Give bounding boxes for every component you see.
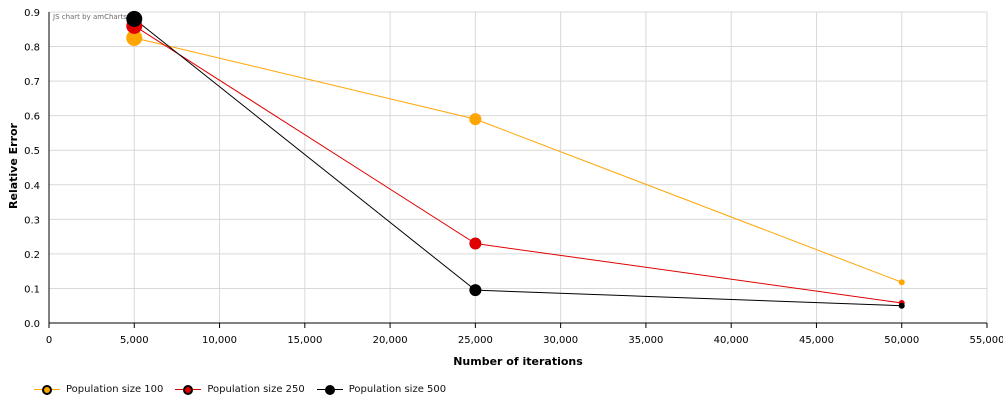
- legend-item[interactable]: Population size 100: [34, 384, 163, 395]
- x-tick-label: 40,000: [714, 335, 749, 346]
- legend-item[interactable]: Population size 250: [175, 384, 305, 395]
- y-tick-label: 0.1: [24, 284, 40, 295]
- x-tick-label: 45,000: [799, 335, 834, 346]
- series-layer: [126, 10, 905, 309]
- x-tick-label: 10,000: [202, 335, 237, 346]
- y-tick-label: 0.0: [24, 319, 40, 330]
- data-point: [469, 237, 482, 250]
- data-point: [898, 279, 905, 286]
- data-point: [126, 29, 143, 46]
- x-tick-label: 0: [46, 335, 52, 346]
- y-tick-label: 0.4: [24, 181, 40, 192]
- x-tick-label: 20,000: [373, 335, 408, 346]
- series-line: [134, 37, 902, 283]
- y-tick-label: 0.2: [24, 250, 40, 261]
- x-tick-label: 35,000: [628, 335, 663, 346]
- y-tick-label: 0.9: [24, 8, 40, 19]
- legend-item[interactable]: Population size 500: [316, 384, 447, 395]
- x-tick-label: 50,000: [884, 335, 919, 346]
- chart-credit[interactable]: JS chart by amCharts: [53, 13, 127, 21]
- data-point: [126, 10, 143, 27]
- series-line: [134, 25, 902, 304]
- legend-label: Population size 100: [66, 384, 164, 395]
- x-tick-label: 15,000: [287, 335, 322, 346]
- legend-marker-icon: [316, 384, 343, 395]
- x-tick-label: 25,000: [458, 335, 493, 346]
- legend-marker-icon: [175, 384, 202, 395]
- x-tick-label: 30,000: [543, 335, 578, 346]
- x-axis-label: Number of iterations: [453, 355, 583, 368]
- data-point: [469, 284, 482, 297]
- grid-lines: [48, 11, 988, 324]
- y-axis-label: Relative Error: [7, 122, 20, 209]
- legend: Population size 100 Population size 250 Po…: [34, 384, 458, 395]
- y-tick-label: 0.5: [24, 146, 40, 157]
- legend-label: Population size 500: [348, 384, 447, 395]
- data-point: [898, 302, 905, 309]
- y-tick-label: 0.8: [24, 43, 40, 54]
- series-line: [133, 18, 902, 307]
- data-point: [469, 113, 482, 126]
- y-tick-label: 0.6: [24, 112, 40, 123]
- x-tick-label: 5,000: [120, 335, 149, 346]
- y-tick-label: 0.3: [24, 215, 40, 226]
- x-tick-label: 55,000: [970, 335, 1003, 346]
- legend-label: Population size 250: [207, 384, 305, 395]
- axes: 0.0 0.1 0.2 0.3 0.4 0.5 0.6 0.7 0.8 0.9 0 5,000 10,0…: [24, 8, 1003, 346]
- legend-marker-icon: [34, 384, 60, 395]
- y-tick-label: 0.7: [24, 77, 40, 88]
